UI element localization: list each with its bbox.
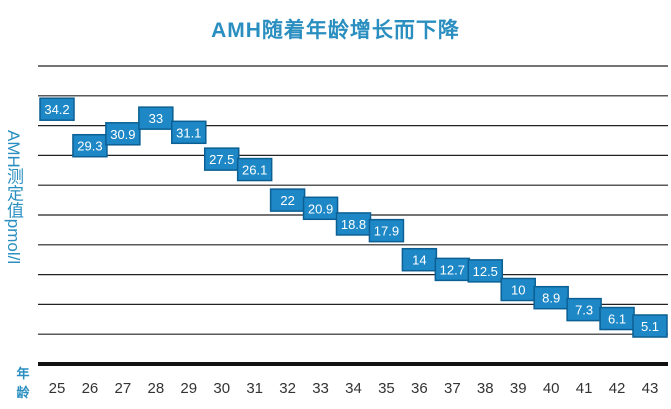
data-point: 33: [138, 106, 174, 130]
data-marker: [368, 218, 405, 243]
data-point: 12.7: [434, 257, 471, 282]
data-point: 7.3: [566, 297, 602, 322]
x-tick-label: 42: [609, 380, 626, 397]
x-tick-label: 27: [115, 380, 132, 397]
data-label: 26.1: [242, 163, 267, 178]
data-point: 22: [269, 188, 306, 212]
x-tick-label: 33: [312, 380, 329, 397]
data-label: 17.9: [374, 224, 399, 239]
data-point: 17.9: [368, 218, 405, 243]
data-point: 34.2: [39, 97, 75, 121]
data-marker: [467, 259, 504, 283]
data-marker: [39, 97, 75, 121]
x-tick-label: 39: [510, 380, 527, 397]
data-label: 8.9: [542, 291, 560, 306]
data-point: 27.5: [203, 147, 240, 171]
y-axis-label: AMH测定值pmol/l: [4, 130, 23, 265]
data-point: 5.1: [632, 314, 668, 338]
data-label: 34.2: [44, 102, 69, 117]
x-tick-label: 31: [246, 380, 263, 397]
data-label: 20.9: [308, 201, 333, 216]
data-label: 14: [412, 253, 426, 268]
data-label: 18.8: [341, 217, 366, 232]
x-tick-label: 30: [213, 380, 230, 397]
data-point: 6.1: [599, 306, 635, 331]
data-marker: [533, 285, 569, 310]
data-marker: [302, 196, 339, 221]
x-tick-label: 28: [147, 380, 164, 397]
x-tick-label: 34: [345, 380, 362, 397]
data-label: 33: [149, 111, 163, 126]
x-tick-label: 25: [49, 380, 66, 397]
x-axis-label: 年龄: [16, 366, 30, 400]
data-point: 18.8: [335, 212, 372, 236]
data-label: 12.7: [440, 262, 465, 277]
x-tick-label: 26: [82, 380, 99, 397]
data-label: 31.1: [176, 125, 201, 140]
data-label: 10: [511, 283, 525, 298]
data-point: 29.3: [72, 133, 108, 158]
x-tick-label: 43: [642, 380, 659, 397]
x-tick-label: 40: [543, 380, 560, 397]
data-marker: [236, 157, 273, 182]
x-tick-label: 32: [279, 380, 296, 397]
data-label: 12.5: [473, 264, 498, 279]
data-label: 22: [280, 193, 294, 208]
x-tick-label: 38: [477, 380, 494, 397]
data-point: 30.9: [105, 122, 141, 146]
data-label: 30.9: [110, 127, 135, 142]
data-label: 7.3: [575, 303, 593, 318]
data-point: 20.9: [302, 196, 339, 221]
data-marker: [632, 314, 668, 338]
data-marker: [72, 133, 108, 158]
x-tick-labels: 25 26 27 28 29 30 31 32 33 34 35 36 37 38 39 40 41 42 43: [49, 380, 659, 397]
data-label: 29.3: [77, 139, 102, 154]
data-markers: 34.2 29.3 30.9 33 31.1 27.5 26.1 22 20.9 18.8 17.9…: [39, 97, 668, 338]
x-tick-label: 29: [180, 380, 197, 397]
data-marker: [138, 106, 174, 130]
x-tick-label: 36: [411, 380, 428, 397]
data-point: 14: [401, 247, 438, 272]
x-tick-label: 35: [378, 380, 395, 397]
data-label: 6.1: [608, 312, 626, 327]
data-marker: [105, 122, 141, 146]
data-marker: [171, 120, 207, 145]
x-tick-label: 41: [576, 380, 593, 397]
data-point: 26.1: [236, 157, 273, 182]
data-point: 10: [500, 277, 536, 302]
data-point: 12.5: [467, 259, 504, 283]
x-tick-label: 37: [444, 380, 461, 397]
data-label: 5.1: [641, 319, 659, 334]
chart-title: AMH随着年龄增长而下降: [211, 19, 460, 42]
data-label: 27.5: [209, 152, 234, 167]
data-point: 8.9: [533, 285, 569, 310]
data-point: 31.1: [171, 120, 207, 145]
